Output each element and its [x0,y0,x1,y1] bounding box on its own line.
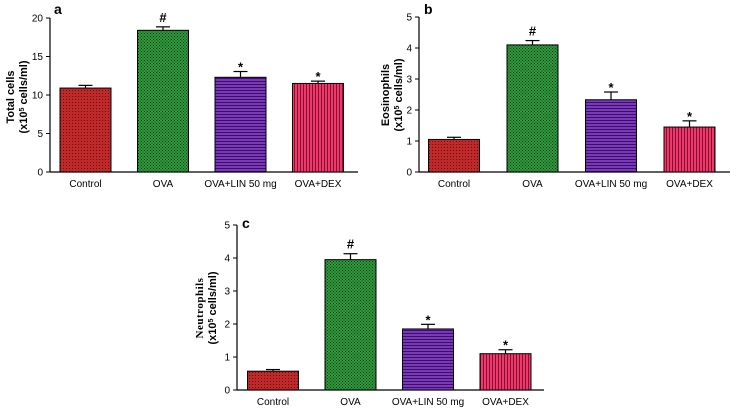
bar-ova [324,259,377,391]
x-tick-label: OVA [522,179,543,190]
y-tick-label: 1 [406,137,412,148]
x-tick-label: OVA [340,397,361,408]
y-tick-label: 15 [32,52,44,63]
y-tick-label: 4 [224,254,230,265]
y-tick-label: 1 [224,353,230,364]
bar-lin [402,328,454,391]
y-axis-unit-exponent: 5 [208,318,215,322]
x-tick-label: OVA+DEX [666,179,713,190]
bar-lin [585,99,637,173]
significance-marker: * [608,80,614,95]
x-tick-label: OVA+LIN 50 mg [392,397,464,408]
x-tick-label: OVA+DEX [482,397,529,408]
y-tick-label: 0 [224,386,230,397]
y-tick-label: 10 [32,91,44,102]
bar-ova [137,29,189,173]
y-tick-label: 0 [37,168,43,179]
bar-dex [663,126,716,173]
y-axis-unit-suffix: cells/ml) [393,58,405,105]
y-tick-label: 0 [406,168,412,179]
y-tick-label: 3 [224,287,230,298]
x-tick-label: OVA+DEX [295,179,342,190]
significance-marker: # [159,10,167,25]
bar-control [59,87,112,173]
x-tick-label: OVA+LIN 50 mg [204,179,276,190]
chart-panel-b: b Eosinophils (x105 cells/ml) 012345Cont… [380,1,730,190]
y-tick-label: 20 [32,14,44,25]
y-axis-unit-exponent: 5 [19,107,26,111]
x-tick-label: Control [69,179,101,190]
y-axis-unit-prefix: (x10 [393,109,405,131]
significance-marker: # [347,237,355,252]
y-axis-unit-suffix: cells/ml) [207,271,219,318]
x-tick-label: Control [438,179,470,190]
y-tick-label: 2 [406,106,412,117]
y-tick-label: 5 [406,13,412,24]
y-tick-label: 5 [37,129,43,140]
panel-label: c [242,215,250,231]
bar-control [247,370,299,391]
panel-label: b [424,1,433,17]
chart-panel-c: c Neutrophils (x105 cells/ml) 012345Cont… [194,215,544,408]
y-tick-label: 3 [406,75,412,86]
y-tick-label: 5 [224,221,230,232]
y-axis-title-line1: Total cells [5,71,17,124]
bar-dex [479,353,532,391]
bar-lin [214,76,267,173]
significance-marker: * [315,69,321,84]
y-axis-title-line2: (x105 cells/ml) [207,271,219,344]
y-axis-title-line1: Neutrophils [194,277,206,338]
y-axis-unit-prefix: (x10 [207,322,219,344]
chart-panel-a: a Total cells (x105 cells/ml) 05101520Co… [5,1,358,190]
x-tick-label: OVA [153,179,174,190]
y-axis-unit-prefix: (x10 [18,111,30,133]
significance-marker: * [503,338,509,353]
significance-marker: # [529,24,537,39]
significance-marker: * [425,312,431,327]
bar-dex [292,82,344,173]
y-tick-label: 2 [224,320,230,331]
y-axis-title-line2: (x105 cells/ml) [18,60,30,133]
x-tick-label: Control [257,397,289,408]
y-axis-unit-exponent: 5 [394,105,401,109]
x-tick-label: OVA+LIN 50 mg [575,179,647,190]
y-tick-label: 4 [406,44,412,55]
significance-marker: * [238,60,244,75]
bar-control [428,138,480,173]
y-axis-title-line1: Eosinophils [380,64,392,126]
y-axis-unit-suffix: cells/ml) [18,60,30,107]
y-axis-title-line2: (x105 cells/ml) [393,58,405,131]
significance-marker: * [687,109,693,124]
bar-ova [506,44,559,173]
panel-label: a [54,1,62,17]
